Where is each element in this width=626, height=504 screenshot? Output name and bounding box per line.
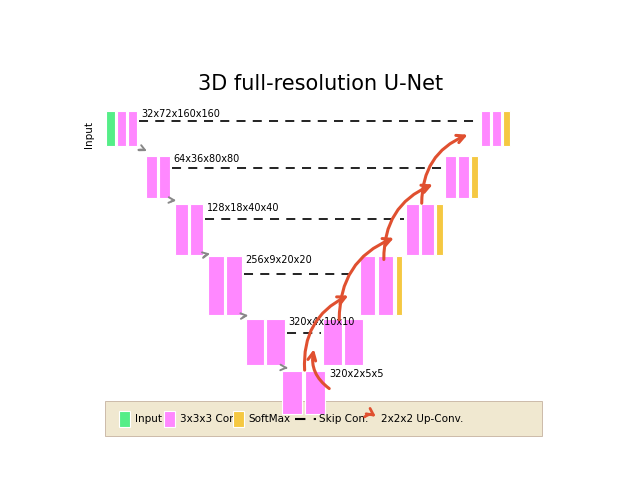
Bar xyxy=(492,111,501,146)
Bar xyxy=(377,257,393,314)
Bar xyxy=(245,319,264,365)
Bar xyxy=(406,204,419,255)
Text: 64x36x80x80: 64x36x80x80 xyxy=(174,154,240,164)
Text: 32x72x160x160: 32x72x160x160 xyxy=(141,109,220,119)
Text: 128x18x40x40: 128x18x40x40 xyxy=(207,203,279,213)
Bar xyxy=(106,111,115,146)
Bar xyxy=(105,401,541,436)
Bar xyxy=(146,156,157,198)
Bar xyxy=(458,156,469,198)
Text: Input: Input xyxy=(135,414,162,424)
Bar xyxy=(359,257,375,314)
Bar xyxy=(159,156,170,198)
Text: 256x9x20x20: 256x9x20x20 xyxy=(245,255,312,265)
Bar xyxy=(396,257,402,314)
Bar xyxy=(226,257,242,314)
Bar xyxy=(164,411,175,427)
Bar xyxy=(503,111,510,146)
Bar xyxy=(445,156,456,198)
Bar xyxy=(233,411,244,427)
Bar xyxy=(190,204,203,255)
Bar xyxy=(120,411,130,427)
Bar xyxy=(282,371,302,414)
Text: 2x2x2 Up-Conv.: 2x2x2 Up-Conv. xyxy=(381,414,463,424)
Text: 3D full-resolution U-Net: 3D full-resolution U-Net xyxy=(198,74,443,94)
Bar xyxy=(208,257,224,314)
Text: Skip Con.: Skip Con. xyxy=(319,414,368,424)
Text: Input: Input xyxy=(84,121,94,148)
Text: 320x2x5x5: 320x2x5x5 xyxy=(329,369,384,380)
Bar xyxy=(421,204,434,255)
Bar xyxy=(305,371,325,414)
Bar xyxy=(128,111,137,146)
Bar xyxy=(481,111,490,146)
Bar xyxy=(436,204,443,255)
Text: 320x4x10x10: 320x4x10x10 xyxy=(289,317,355,327)
Bar xyxy=(344,319,362,365)
Bar xyxy=(471,156,478,198)
Bar xyxy=(175,204,188,255)
Bar xyxy=(267,319,285,365)
Bar xyxy=(323,319,342,365)
Text: SoftMax: SoftMax xyxy=(249,414,290,424)
Text: 3x3x3 Conv.: 3x3x3 Conv. xyxy=(180,414,244,424)
Bar xyxy=(117,111,126,146)
